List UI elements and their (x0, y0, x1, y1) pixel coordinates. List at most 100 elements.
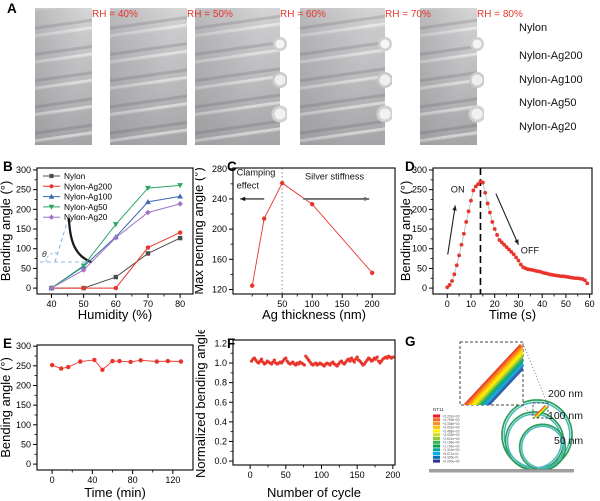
panel-label-g: G (405, 334, 416, 349)
sample-label-ag200: Nylon-Ag200 (519, 50, 583, 62)
svg-text:280: 280 (212, 164, 227, 174)
svg-text:Nylon-Ag50: Nylon-Ag50 (64, 202, 108, 212)
panel-label-d: D (405, 159, 415, 174)
svg-text:160: 160 (212, 254, 227, 264)
svg-text:30: 30 (513, 299, 523, 309)
svg-text:Silver stiffness: Silver stiffness (305, 171, 364, 181)
svg-text:Max bending angle (°): Max bending angle (°) (195, 167, 206, 294)
svg-text:+1.301e+00: +1.301e+00 (443, 448, 460, 452)
svg-text:0: 0 (26, 283, 31, 293)
svg-text:100: 100 (305, 299, 320, 309)
svg-text:+0.000e+00: +0.000e+00 (443, 459, 460, 463)
theta-symbol: θ (42, 250, 47, 259)
inset-angle-dashed-line (54, 218, 69, 263)
svg-text:0.0: 0.0 (214, 456, 227, 466)
svg-text:240: 240 (212, 194, 227, 204)
svg-text:50: 50 (417, 263, 427, 273)
svg-text:200: 200 (385, 470, 400, 480)
svg-text:+4.335e+00: +4.335e+00 (443, 422, 460, 426)
svg-text:+3.902e+00: +3.902e+00 (443, 426, 460, 430)
ring-50nm-inner (520, 425, 565, 469)
rh-label-80: RH = 80% (477, 9, 523, 20)
svg-text:80: 80 (128, 475, 138, 485)
film-cross-section-gradient (464, 344, 523, 405)
svg-text:250: 250 (16, 361, 31, 371)
svg-text:200: 200 (16, 380, 31, 390)
ground-bar (429, 469, 574, 473)
zoom-source-square (532, 402, 549, 419)
svg-text:300: 300 (16, 341, 31, 351)
svg-text:200: 200 (412, 204, 427, 214)
panel-label-b: B (3, 159, 13, 174)
svg-text:0: 0 (445, 299, 450, 309)
svg-text:+3.468e+00: +3.468e+00 (443, 429, 460, 433)
svg-text:ON: ON (451, 184, 465, 194)
photo-rh70 (300, 8, 392, 145)
svg-text:1.0: 1.0 (214, 358, 227, 368)
svg-text:0: 0 (248, 470, 253, 480)
svg-text:+4.335e-01: +4.335e-01 (443, 456, 459, 460)
svg-text:+4.769e+00: +4.769e+00 (443, 418, 460, 422)
svg-text:Nylon-Ag100: Nylon-Ag100 (64, 192, 112, 202)
sample-label-ag100: Nylon-Ag100 (519, 74, 583, 86)
svg-text:+2.601e+00: +2.601e+00 (443, 437, 460, 441)
rh-label-50: RH = 50% (187, 9, 233, 20)
ring-label-200nm: 200 nm (548, 388, 583, 400)
svg-text:Time (min): Time (min) (84, 485, 146, 500)
bending-angle-inset: θ (40, 217, 93, 264)
nt11-legend-title: NT11 (433, 407, 444, 412)
ring-label-50nm: 50 nm (554, 435, 583, 447)
sample-label-ag50: Nylon-Ag50 (519, 97, 577, 109)
svg-text:Humidity (%): Humidity (%) (78, 307, 152, 322)
svg-text:50: 50 (21, 263, 31, 273)
svg-text:300: 300 (412, 165, 427, 175)
svg-text:OFF: OFF (521, 245, 540, 255)
svg-text:+5.202e+00: +5.202e+00 (443, 414, 460, 418)
panel-label-e: E (3, 336, 13, 351)
svg-text:100: 100 (16, 244, 31, 254)
svg-text:0.6: 0.6 (214, 397, 227, 407)
svg-text:Number of cycle: Number of cycle (267, 485, 361, 500)
svg-text:60: 60 (111, 299, 121, 309)
chart-normalized-bending-vs-cycles: 0 50 100 150 200 0.0 0.2 0.4 0.6 0.8 1.0 1.2 Number … (195, 330, 400, 500)
rh-label-40: RH = 40% (92, 9, 138, 20)
svg-text:0.8: 0.8 (214, 378, 227, 388)
svg-text:+3.035e+00: +3.035e+00 (443, 433, 460, 437)
svg-text:Normalized bending angle: Normalized bending angle (195, 330, 208, 478)
chart-bending-vs-humidity: θ 40 50 60 70 80 0 50 100 150 200 250 300 Humidity (… (0, 165, 194, 322)
svg-text:200: 200 (16, 204, 31, 214)
svg-text:150: 150 (16, 224, 31, 234)
svg-text:100: 100 (16, 420, 31, 430)
svg-text:Bending angle (°): Bending angle (°) (0, 181, 13, 282)
svg-text:40: 40 (537, 299, 547, 309)
svg-text:250: 250 (16, 185, 31, 195)
svg-text:Ag thickness (nm): Ag thickness (nm) (262, 307, 366, 322)
curled-film-rings (501, 399, 573, 471)
svg-text:+1.734e+00: +1.734e+00 (443, 444, 460, 448)
photo-rh80 (420, 8, 484, 145)
svg-text:150: 150 (350, 470, 365, 480)
nt11-legend-rows: +5.202e+00+4.769e+00+4.335e+00+3.902e+00… (433, 414, 460, 463)
svg-text:70: 70 (143, 299, 153, 309)
svg-text:100: 100 (412, 244, 427, 254)
svg-text:1.2: 1.2 (214, 338, 227, 348)
svg-text:150: 150 (335, 299, 350, 309)
svg-text:10: 10 (466, 299, 476, 309)
photo-rh60 (195, 8, 287, 145)
photo-rh50 (110, 8, 187, 145)
svg-text:Bending angle (°): Bending angle (°) (0, 357, 13, 458)
svg-text:effect: effect (237, 180, 260, 190)
chart-bending-stability-vs-time: 0 40 80 120 0 50 100 150 200 250 300 Time (min) Bend… (0, 341, 194, 500)
ring-50nm (518, 423, 567, 471)
fem-simulation-panel: NT11 +5.202e+00+4.769e+00+4.335e+00+3.90… (429, 341, 583, 473)
svg-text:120: 120 (212, 284, 227, 294)
svg-text:50: 50 (277, 299, 287, 309)
inset-angle-arc (45, 252, 58, 263)
rh-label-70: RH = 70% (385, 9, 431, 20)
svg-text:Nylon-Ag20: Nylon-Ag20 (64, 212, 108, 222)
svg-text:40: 40 (46, 299, 56, 309)
svg-text:0.2: 0.2 (214, 436, 227, 446)
svg-text:Clamping: Clamping (237, 168, 276, 178)
svg-text:250: 250 (412, 185, 427, 195)
